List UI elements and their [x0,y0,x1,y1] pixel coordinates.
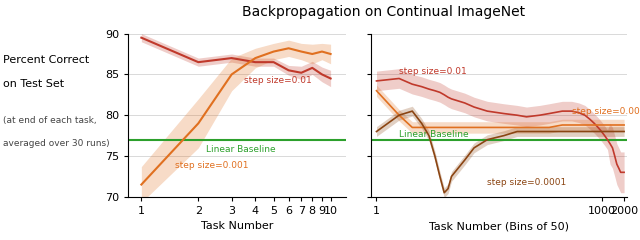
Text: step size=0.01: step size=0.01 [399,67,467,76]
X-axis label: Task Number (Bins of 50): Task Number (Bins of 50) [429,221,569,231]
Text: step size=0.001: step size=0.001 [572,107,640,116]
Text: averaged over 30 runs): averaged over 30 runs) [3,139,110,149]
Text: Linear Baseline: Linear Baseline [206,145,276,154]
Text: step size=0.001: step size=0.001 [175,161,248,170]
Text: step size=0.0001: step size=0.0001 [487,178,566,186]
Text: Linear Baseline: Linear Baseline [399,130,468,139]
X-axis label: Task Number: Task Number [200,221,273,231]
Text: (at end of each task,: (at end of each task, [3,115,97,125]
Text: Percent Correct: Percent Correct [3,55,90,65]
Text: on Test Set: on Test Set [3,79,65,89]
Text: step size=0.01: step size=0.01 [244,76,312,84]
Text: Backpropagation on Continual ImageNet: Backpropagation on Continual ImageNet [243,5,525,19]
